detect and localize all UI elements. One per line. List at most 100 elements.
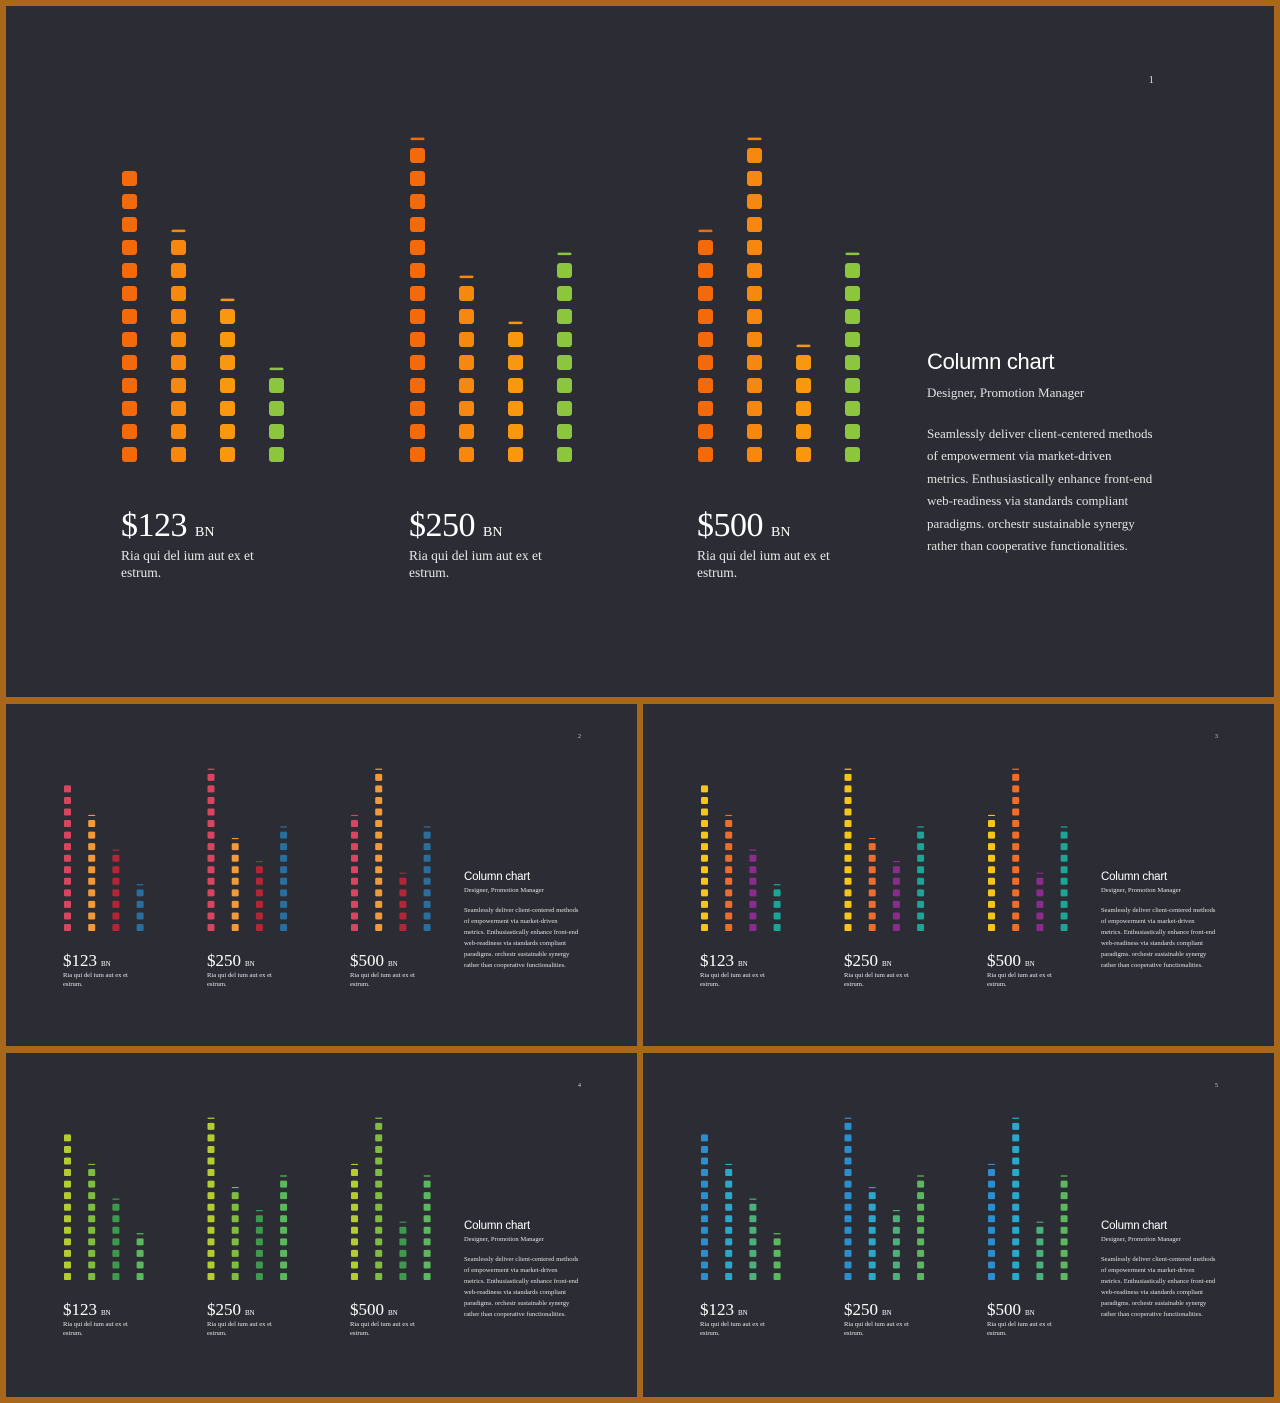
- column-3-third-segment: [1036, 1273, 1044, 1280]
- column-3-fourth-segment: [1060, 1203, 1068, 1211]
- column-3-second-segment: [1012, 877, 1020, 885]
- column-3-second-segment: [747, 355, 762, 370]
- stat-description: Ria qui del ium aut ex et estrum.: [207, 972, 272, 988]
- stat-unit: BN: [245, 1309, 255, 1317]
- column-1-second-segment: [725, 1226, 733, 1234]
- column-3-fourth-cap: [423, 1175, 431, 1177]
- side-body: Seamlessly deliver client-centered metho…: [464, 1256, 579, 1319]
- slide-4[interactable]: 4 $123 BN Ria qui del ium aut ex et estru…: [6, 1053, 637, 1397]
- column-2-fourth-segment: [917, 924, 925, 931]
- column-3-third-segment: [1036, 1238, 1044, 1246]
- column-1-third-segment: [749, 1203, 757, 1211]
- column-1-second-segment: [725, 1215, 733, 1223]
- column-1-third-segment: [749, 924, 757, 931]
- column-1-second-segment: [725, 889, 733, 897]
- column-2-fourth-segment: [280, 831, 288, 839]
- column-1-first-segment: [701, 1249, 708, 1257]
- column-3-third-segment: [399, 1261, 407, 1269]
- column-1-fourth-cap: [773, 1233, 781, 1235]
- column-2-second-segment: [459, 286, 474, 301]
- stat-value: $123: [700, 951, 734, 970]
- column-3-fourth-segment: [423, 1192, 431, 1200]
- column-2-second-segment: [459, 401, 474, 416]
- column-3-first-segment: [698, 286, 713, 301]
- column-3-second-segment: [1012, 1134, 1020, 1142]
- slide-2[interactable]: 2 $123 BN Ria qui del ium aut ex et estru…: [6, 704, 637, 1046]
- column-2-second-cap: [231, 1186, 239, 1189]
- stat-value: $250: [844, 951, 878, 970]
- column-1-third-segment: [220, 424, 235, 439]
- column-2-third-segment: [255, 924, 263, 931]
- column-3-first-segment: [988, 1226, 995, 1234]
- column-3-fourth-segment: [1060, 843, 1068, 851]
- column-1-third-segment: [112, 1226, 120, 1234]
- column-3-fourth-segment: [423, 1203, 431, 1211]
- column-1-second-segment: [88, 924, 96, 931]
- column-1-first-segment: [122, 332, 137, 347]
- column-1-first-segment: [701, 866, 708, 874]
- column-2-second-segment: [868, 912, 876, 920]
- column-3-first-segment: [698, 447, 713, 462]
- stat-unit: BN: [771, 525, 791, 540]
- column-1-third-segment: [749, 866, 757, 874]
- stat-unit: BN: [245, 960, 255, 968]
- column-1-first-segment: [64, 808, 71, 816]
- slide-3[interactable]: 3 $123 BN Ria qui del ium aut ex et estru…: [643, 704, 1274, 1046]
- slide-5[interactable]: 5 $123 BN Ria qui del ium aut ex et estru…: [643, 1053, 1274, 1397]
- column-1-first-segment: [64, 1134, 71, 1142]
- column-1-second-segment: [725, 843, 733, 851]
- column-1-first-segment: [64, 1192, 71, 1200]
- column-1-second-segment: [88, 1169, 96, 1177]
- column-1-second-segment: [88, 1261, 96, 1269]
- column-1-third-cap: [112, 849, 120, 851]
- column-3-second-segment: [747, 401, 762, 416]
- column-1-third-segment: [112, 866, 120, 874]
- column-3-fourth-segment: [423, 1273, 431, 1280]
- stat-description: Ria qui del ium aut ex et estrum.: [987, 1321, 1052, 1337]
- column-1-second-segment: [725, 924, 733, 931]
- column-1-third-cap: [220, 298, 235, 302]
- column-3-first-cap: [988, 814, 995, 817]
- column-3-fourth-segment: [423, 854, 431, 862]
- column-2-third-segment: [508, 447, 523, 462]
- column-3-third-segment: [399, 1273, 407, 1280]
- column-2-first-segment: [844, 1134, 852, 1142]
- column-1-fourth-segment: [136, 1273, 144, 1280]
- side-panel: Column chart Designer, Promotion Manager…: [1101, 871, 1217, 972]
- stat-2: $250 BN Ria qui del ium aut ex et estrum.: [844, 951, 924, 989]
- column-2-first-segment: [410, 240, 425, 255]
- column-1-first-segment: [701, 1203, 708, 1211]
- column-1-second-segment: [171, 286, 186, 301]
- column-2-fourth-segment: [280, 843, 288, 851]
- column-3-second-cap: [747, 137, 762, 141]
- column-1-second-cap: [725, 814, 733, 817]
- column-1-second-segment: [88, 1180, 96, 1188]
- column-1-first-segment: [64, 866, 71, 874]
- side-panel: Column chart Designer, Promotion Manager…: [927, 349, 1155, 557]
- slide-1[interactable]: 1 $123 BN Ria qui del ium aut ex et estru…: [6, 6, 1274, 697]
- column-1-first-segment: [122, 194, 137, 209]
- column-3-second-segment: [1012, 1122, 1020, 1130]
- column-1-second-segment: [725, 1249, 733, 1257]
- column-3-second-segment: [747, 171, 762, 186]
- column-2-first-segment: [207, 1169, 215, 1177]
- column-2-first-segment: [844, 877, 852, 885]
- column-3-fourth-segment: [1060, 1215, 1068, 1223]
- side-body: Seamlessly deliver client-centered metho…: [464, 907, 579, 970]
- column-2-fourth-segment: [917, 889, 925, 897]
- column-3-second-cap: [1012, 1117, 1020, 1119]
- column-3-fourth-segment: [423, 1215, 431, 1223]
- column-2-first-segment: [844, 1273, 852, 1280]
- column-3-second-segment: [1012, 1261, 1020, 1269]
- column-2-second-segment: [868, 1273, 876, 1280]
- column-2-third-segment: [255, 1238, 263, 1246]
- column-2-second-segment: [459, 309, 474, 324]
- column-2-fourth-segment: [557, 378, 572, 393]
- column-2-second-segment: [231, 1273, 239, 1280]
- column-3-third-segment: [399, 924, 407, 931]
- column-2-third-segment: [892, 1238, 900, 1246]
- column-2-third-segment: [508, 424, 523, 439]
- column-3-first-segment: [351, 912, 358, 920]
- column-3-second-segment: [1012, 1157, 1020, 1165]
- column-1-first-segment: [64, 912, 71, 920]
